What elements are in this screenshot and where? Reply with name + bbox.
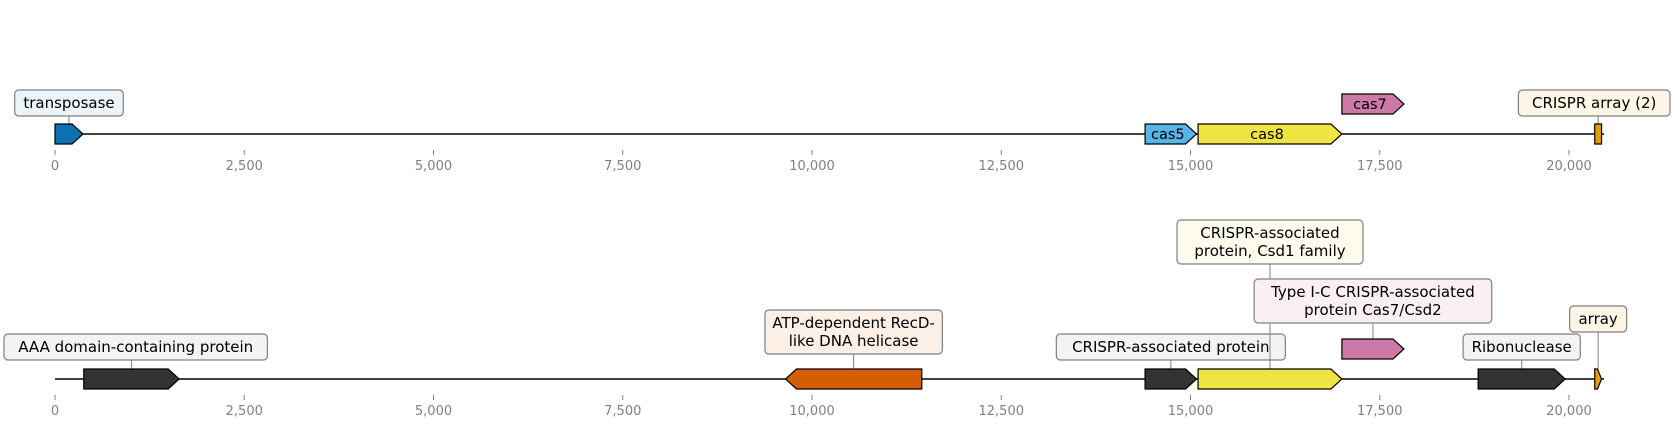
gene-arrow [1477,368,1567,390]
callout-box [1176,219,1364,265]
gene-annotation-label: Ribonuclease [1472,338,1572,356]
gene-annotation-label: like DNA helicase [789,332,919,350]
callout-box [1462,333,1581,361]
gene-arrow [1594,368,1603,390]
callout-box [764,309,943,355]
gene-annotation-label: CRISPR-associated [1200,224,1339,242]
gene-arrow [1144,368,1198,390]
gene-arrow [1341,93,1405,115]
axis-tick-label: 5,000 [415,404,452,419]
axis-tick-label: 17,500 [1357,404,1403,419]
axis-tick-label: 2,500 [226,404,263,419]
gene-arrow [1594,123,1603,145]
axis-tick-label: 15,000 [1168,404,1214,419]
gene-annotation-label: CRISPR array (2) [1532,94,1656,112]
gene-annotation-label: protein, Csd1 family [1194,242,1345,260]
gene-annotation-label: Type I-C CRISPR-associated [1270,283,1475,301]
bottom-locus-track: 0 2,500 5,000 7,500 10,000 12,500 15,000 17,500… [3,219,1628,419]
axis-tick-label: 15,000 [1168,159,1214,174]
top-locus-track: 0 2,500 5,000 7,500 10,000 12,500 15,000 17,500… [14,89,1671,174]
gene-name-label: cas8 [1250,127,1284,143]
gene-arrow [54,123,84,145]
gene-annotation-label: ATP-dependent RecD- [772,314,935,332]
gene-annotation-label: AAA domain-containing protein [18,338,253,356]
gene-arrow [83,368,181,390]
gene-arrow [1341,338,1405,360]
axis-tick-label: 10,000 [789,404,835,419]
gene-name-label: cas7 [1353,97,1387,113]
axis-tick-label: 10,000 [789,159,835,174]
axis-tick-label: 7,500 [604,404,641,419]
axis-tick-label: 12,500 [979,159,1025,174]
gene-annotation-label: CRISPR-associated protein [1072,338,1269,356]
gene-annotation-label: protein Cas7/Csd2 [1304,301,1442,319]
gene-annotation-label: array [1578,310,1617,328]
gene-arrow [1144,123,1198,145]
callout-box [1253,278,1493,324]
axis-tick-label: 5,000 [415,159,452,174]
callout-box [1517,89,1671,117]
gene-arrow [1197,368,1343,390]
axis-tick-label: 20,000 [1546,159,1592,174]
axis-tick-label: 12,500 [979,404,1025,419]
callout-box [1055,333,1286,361]
axis-tick-label: 0 [51,159,59,174]
callout-box [3,333,268,361]
gene-name-label: cas5 [1151,127,1185,143]
axis-tick-label: 2,500 [226,159,263,174]
axis-tick-label: 20,000 [1546,404,1592,419]
axis-tick-label: 7,500 [604,159,641,174]
axis-tick-label: 17,500 [1357,159,1403,174]
gene-arrow [1197,123,1343,145]
gene-annotation-label: transposase [23,94,114,112]
callout-box [14,89,124,117]
gene-arrow [784,368,923,390]
callout-box [1569,305,1628,333]
axis-tick-label: 0 [51,404,59,419]
